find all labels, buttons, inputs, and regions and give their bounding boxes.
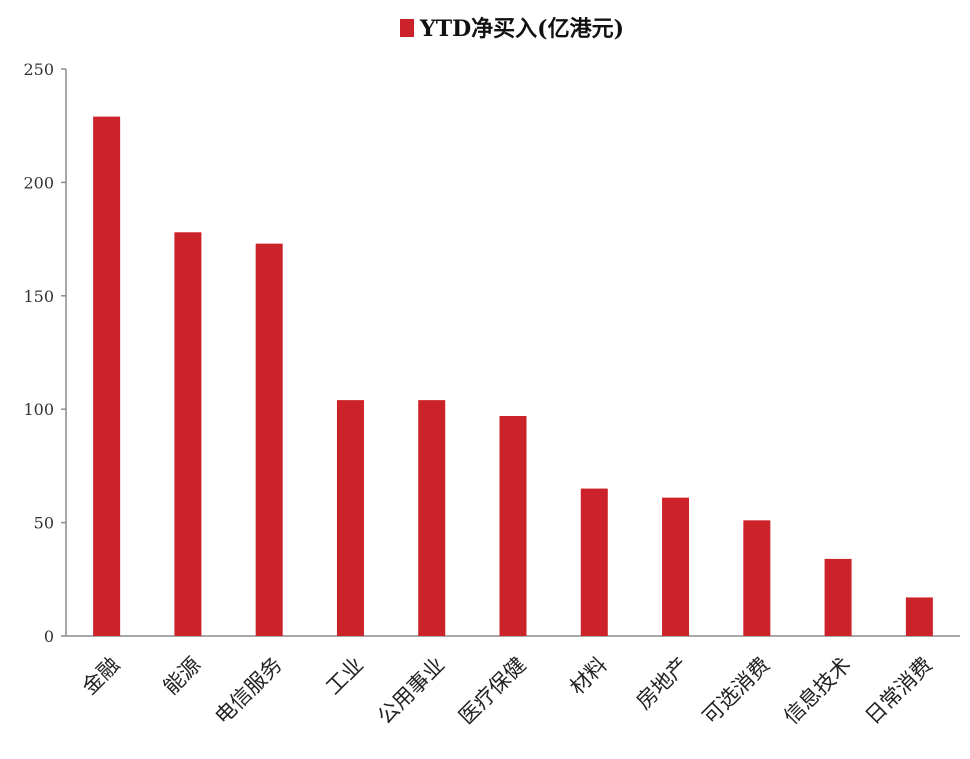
y-tick-label: 100 xyxy=(23,400,54,419)
y-tick-label: 250 xyxy=(23,60,54,79)
bar xyxy=(255,243,283,637)
bar xyxy=(580,488,608,636)
x-category-label: 日常消费 xyxy=(861,653,937,729)
x-category-label: 材料 xyxy=(565,653,612,700)
bar xyxy=(743,520,771,636)
bar xyxy=(662,497,690,636)
x-category-label: 信息技术 xyxy=(779,653,855,729)
x-category-label: 可选消费 xyxy=(698,653,774,729)
x-category-label: 医疗保健 xyxy=(454,653,530,729)
bar xyxy=(905,597,933,636)
bar xyxy=(824,558,852,636)
y-tick-label: 50 xyxy=(34,514,54,533)
x-category-label: 房地产 xyxy=(632,653,694,715)
legend-swatch xyxy=(400,19,414,37)
bar xyxy=(336,400,364,636)
y-tick-label: 150 xyxy=(23,287,54,306)
x-category-label: 金融 xyxy=(78,653,125,700)
y-axis-ticks: 0 50 100 150 200 250 xyxy=(23,60,66,646)
legend: YTD净买入(亿港元) xyxy=(400,16,624,42)
x-category-label: 电信服务 xyxy=(210,653,286,729)
bar xyxy=(499,416,527,636)
legend-label: YTD净买入(亿港元) xyxy=(419,16,624,42)
y-tick-label: 200 xyxy=(23,173,54,192)
x-category-label: 能源 xyxy=(159,653,206,700)
bar xyxy=(174,232,202,636)
y-tick-label: 0 xyxy=(44,627,54,646)
bar xyxy=(93,116,121,637)
category-labels: 金融 能源 电信服务 工业 公用事业 医疗保健 材料 房地产 可选消费 信息技术 日常消费 xyxy=(78,653,937,729)
bar xyxy=(418,400,446,636)
x-category-label: 工业 xyxy=(321,653,368,700)
x-category-label: 公用事业 xyxy=(373,653,449,729)
bars xyxy=(93,116,933,637)
